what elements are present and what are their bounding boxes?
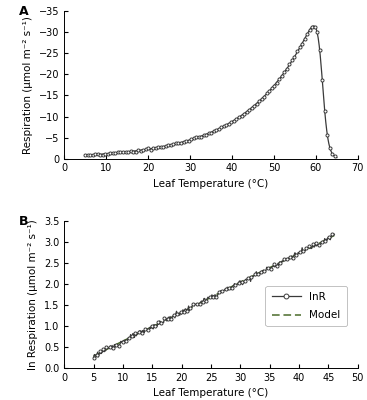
Y-axis label: Respiration (μmol m⁻² s⁻¹): Respiration (μmol m⁻² s⁻¹) <box>23 16 33 154</box>
Text: B: B <box>19 215 28 228</box>
Legend: lnR, Model: lnR, Model <box>265 286 347 326</box>
X-axis label: Leaf Temperature (°C): Leaf Temperature (°C) <box>153 179 269 189</box>
Y-axis label: ln Respiration (μmol m⁻² s⁻¹): ln Respiration (μmol m⁻² s⁻¹) <box>28 219 38 370</box>
Text: A: A <box>19 5 28 18</box>
X-axis label: Leaf Temperature (°C): Leaf Temperature (°C) <box>153 388 269 398</box>
